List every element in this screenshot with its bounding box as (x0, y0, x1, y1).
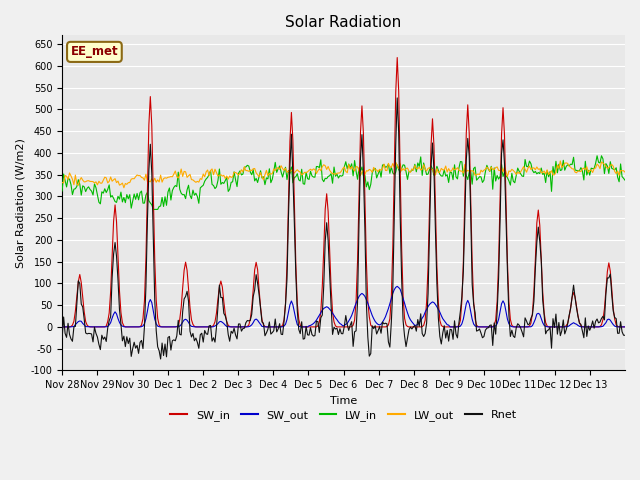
Y-axis label: Solar Radiation (W/m2): Solar Radiation (W/m2) (15, 138, 25, 268)
X-axis label: Time: Time (330, 396, 357, 406)
Text: EE_met: EE_met (70, 46, 118, 59)
Legend: SW_in, SW_out, LW_in, LW_out, Rnet: SW_in, SW_out, LW_in, LW_out, Rnet (166, 406, 522, 425)
Title: Solar Radiation: Solar Radiation (285, 15, 402, 30)
